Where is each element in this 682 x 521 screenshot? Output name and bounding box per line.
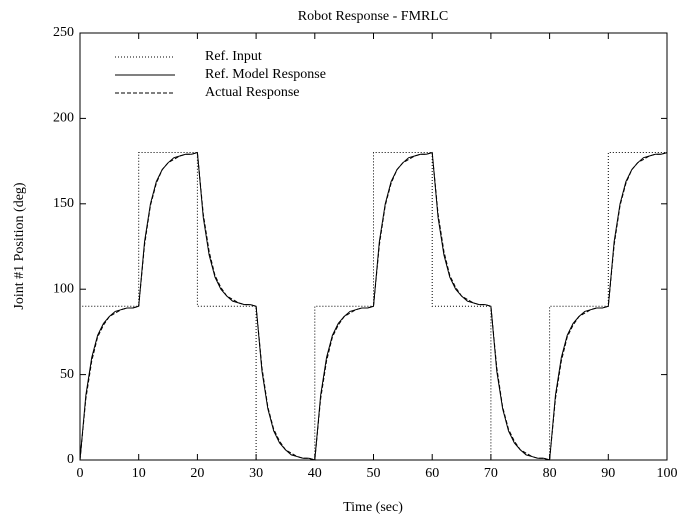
x-tick-label: 20 [190,466,204,481]
y-tick-label: 50 [60,367,74,382]
x-tick-label: 50 [367,466,381,481]
x-tick-label: 60 [425,466,439,481]
x-axis-label: Time (sec) [343,500,403,515]
legend-label: Actual Response [205,85,299,100]
y-tick-label: 250 [53,25,74,40]
y-tick-label: 100 [53,281,74,296]
y-tick-label: 150 [53,196,74,211]
x-tick-label: 100 [657,466,678,481]
x-tick-label: 40 [308,466,322,481]
plot-frame [79,32,668,461]
legend-label: Ref. Model Response [205,67,326,82]
y-axis-label: Joint #1 Position (deg) [12,182,27,310]
legend-label: Ref. Input [205,49,262,64]
x-tick-label: 70 [484,466,498,481]
x-tick-label: 80 [543,466,557,481]
x-tick-label: 10 [132,466,146,481]
y-tick-label: 0 [67,452,74,467]
x-tick-label: 0 [77,466,84,481]
x-tick-label: 90 [601,466,615,481]
series-line [79,151,668,461]
series-line [79,151,668,461]
chart-title: Robot Response - FMRLC [298,9,449,24]
y-tick-label: 200 [53,111,74,126]
x-tick-label: 30 [249,466,263,481]
